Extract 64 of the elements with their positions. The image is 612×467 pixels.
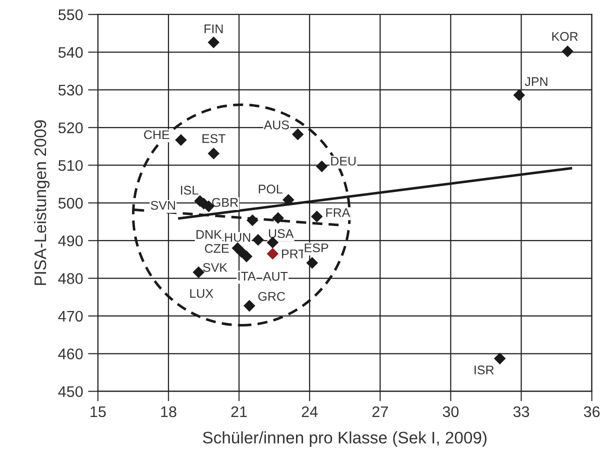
- point: [282, 194, 294, 206]
- x-tick-label: 24: [302, 406, 318, 417]
- x-tick-label: 36: [584, 406, 600, 418]
- annotation: ITA: [238, 272, 256, 280]
- point: [240, 250, 252, 262]
- point: [494, 352, 506, 364]
- y-tick-label: 520: [58, 122, 83, 134]
- x-tick-label: 18: [161, 406, 176, 418]
- y-axis-title: PISA-Leistungen 2009: [34, 120, 50, 285]
- y-tick-label: 500: [58, 198, 83, 209]
- annotation: CZE: [204, 244, 229, 253]
- y-tick-label: 550: [58, 9, 83, 20]
- point: [272, 212, 284, 224]
- annotation: USA: [268, 229, 294, 238]
- annotation: GBR: [212, 198, 238, 207]
- point: [562, 46, 574, 58]
- point: [306, 256, 318, 269]
- y-tick-label: 510: [58, 160, 83, 171]
- point: [266, 236, 279, 248]
- x-tick-label: 30: [442, 406, 459, 418]
- annotation: CHE: [144, 130, 170, 140]
- y-tick-label: 460: [58, 348, 83, 360]
- annotation: FRA: [326, 208, 350, 217]
- point: [252, 234, 264, 246]
- x-tick-label: 15: [90, 406, 106, 418]
- annotation: HUN: [225, 233, 250, 242]
- point: [208, 36, 220, 48]
- annotation: FIN: [204, 24, 223, 34]
- annotation: AUS: [264, 120, 289, 130]
- y-tick-label: 450: [58, 386, 83, 398]
- annotation: ESP: [304, 243, 328, 252]
- y-tick-label: 540: [58, 47, 83, 58]
- x-tick-label: 27: [372, 406, 388, 417]
- point: [292, 128, 304, 140]
- x-axis-title: Schüler/innen pro Klasse (Sek I, 2009): [202, 431, 487, 447]
- x-tick-label: 33: [513, 406, 530, 418]
- point: [266, 248, 279, 260]
- y-tick-label: 530: [58, 84, 83, 96]
- point: [513, 89, 526, 102]
- annotation: GRC: [258, 292, 286, 301]
- point: [310, 210, 323, 222]
- y-tick-label: 480: [58, 273, 83, 284]
- annotation: DEU: [331, 156, 356, 166]
- point: [316, 160, 328, 172]
- annotation: DNK: [196, 230, 222, 239]
- y-tick-label: 490: [58, 235, 83, 246]
- annotation: EST: [202, 134, 226, 144]
- y-tick-label: 470: [58, 310, 83, 322]
- annotation: PRT: [282, 250, 306, 258]
- point: [243, 300, 256, 312]
- annotation: KOR: [552, 32, 578, 41]
- annotation: SVK: [203, 263, 228, 272]
- point: [208, 148, 220, 160]
- annotation: POL: [258, 184, 282, 194]
- point: [192, 266, 204, 278]
- point: [246, 214, 258, 226]
- annotation: LUX: [190, 289, 214, 298]
- point: [175, 134, 187, 146]
- annotation: ISL: [180, 186, 198, 195]
- annotation: ISR: [474, 366, 494, 374]
- annotation: JPN: [524, 77, 548, 86]
- annotation: AUT: [262, 272, 288, 281]
- annotation: SVN: [150, 200, 175, 210]
- x-tick-label: 21: [231, 406, 247, 417]
